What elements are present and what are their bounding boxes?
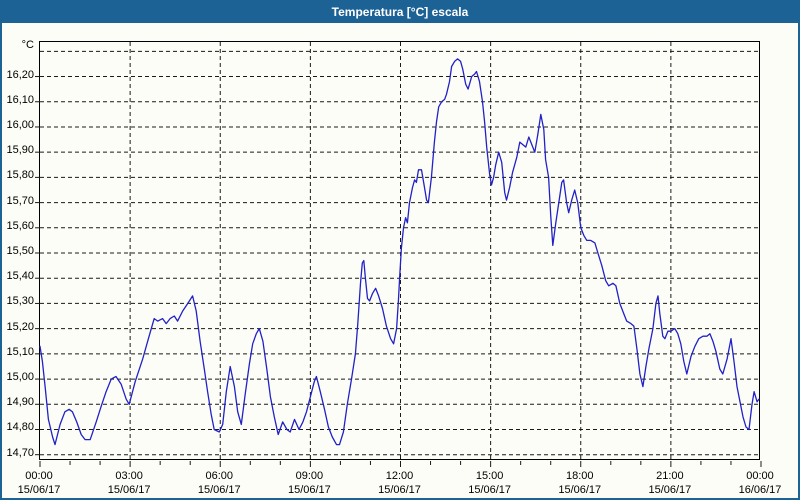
window-title: Temperatura [°C] escala	[331, 5, 469, 19]
x-axis-tick-label: 21:00 15/06/17	[634, 469, 706, 497]
y-axis-tick-label: 15,90	[6, 144, 34, 157]
chart-canvas	[35, 42, 762, 467]
y-axis-tick-label: 16,20	[6, 68, 34, 81]
y-axis-tick-label: 15,00	[6, 371, 34, 384]
y-axis-tick-label: 16,00	[6, 118, 34, 131]
x-tick-date: 15/06/17	[287, 484, 331, 496]
temperature-line	[39, 58, 760, 446]
y-axis-tick-label: 15,40	[6, 270, 34, 283]
x-tick-date: 15/06/17	[107, 484, 151, 496]
y-axis-unit-label: °C	[21, 39, 34, 51]
x-axis-tick-label: 12:00 15/06/17	[364, 469, 436, 497]
y-axis-tick-label: 15,10	[6, 345, 34, 358]
x-axis-tick-label: 18:00 15/06/17	[544, 469, 616, 497]
y-axis-tick-label: 15,50	[6, 245, 34, 257]
x-tick-time: 12:00	[385, 470, 414, 482]
x-tick-date: 15/06/17	[197, 484, 241, 496]
x-axis-tick-label: 06:00 15/06/17	[183, 469, 255, 497]
x-axis-tick-label: 03:00 15/06/17	[93, 469, 165, 497]
x-tick-time: 00:00	[25, 470, 53, 482]
x-axis-tick-label: 09:00 15/06/17	[273, 469, 345, 497]
x-tick-date: 15/06/17	[558, 484, 602, 496]
y-axis-tick-label: 14,90	[6, 396, 34, 409]
y-axis-tick-label: 15,30	[6, 295, 34, 308]
y-axis-tick-label: 15,70	[6, 194, 34, 207]
y-axis-tick-label: 16,10	[6, 93, 34, 106]
x-axis-tick-label: 00:00 15/06/17	[3, 469, 75, 497]
x-tick-time: 06:00	[205, 470, 234, 482]
y-axis-tick-label: 15,20	[6, 320, 34, 333]
window-titlebar[interactable]: Temperatura [°C] escala	[2, 2, 798, 23]
x-tick-time: 00:00	[746, 470, 774, 482]
x-axis-tick-label: 15:00 15/06/17	[454, 469, 526, 497]
x-tick-time: 18:00	[565, 470, 594, 482]
y-axis-tick-label: 15,80	[6, 169, 34, 182]
x-tick-time: 15:00	[475, 470, 504, 482]
x-tick-date: 15/06/17	[378, 484, 421, 496]
y-axis-tick-label: 14,70	[6, 446, 34, 459]
x-tick-date: 15/06/17	[648, 484, 692, 496]
chart-container: °C 16,20 16,10 16,00 15,90 15,80 15,70 15,60 15…	[2, 23, 798, 498]
x-axis-tick-label: 00:00 16/06/17	[724, 469, 796, 497]
x-tick-date: 15/06/17	[468, 484, 512, 496]
x-tick-time: 21:00	[656, 470, 684, 482]
plot-area	[35, 41, 762, 467]
x-tick-time: 09:00	[295, 470, 324, 482]
x-tick-time: 03:00	[115, 470, 143, 482]
x-tick-date: 16/06/17	[738, 484, 782, 496]
y-axis-tick-label: 14,80	[6, 421, 34, 434]
y-axis-tick-label: 15,60	[6, 219, 34, 232]
x-tick-date: 15/06/17	[17, 484, 61, 496]
